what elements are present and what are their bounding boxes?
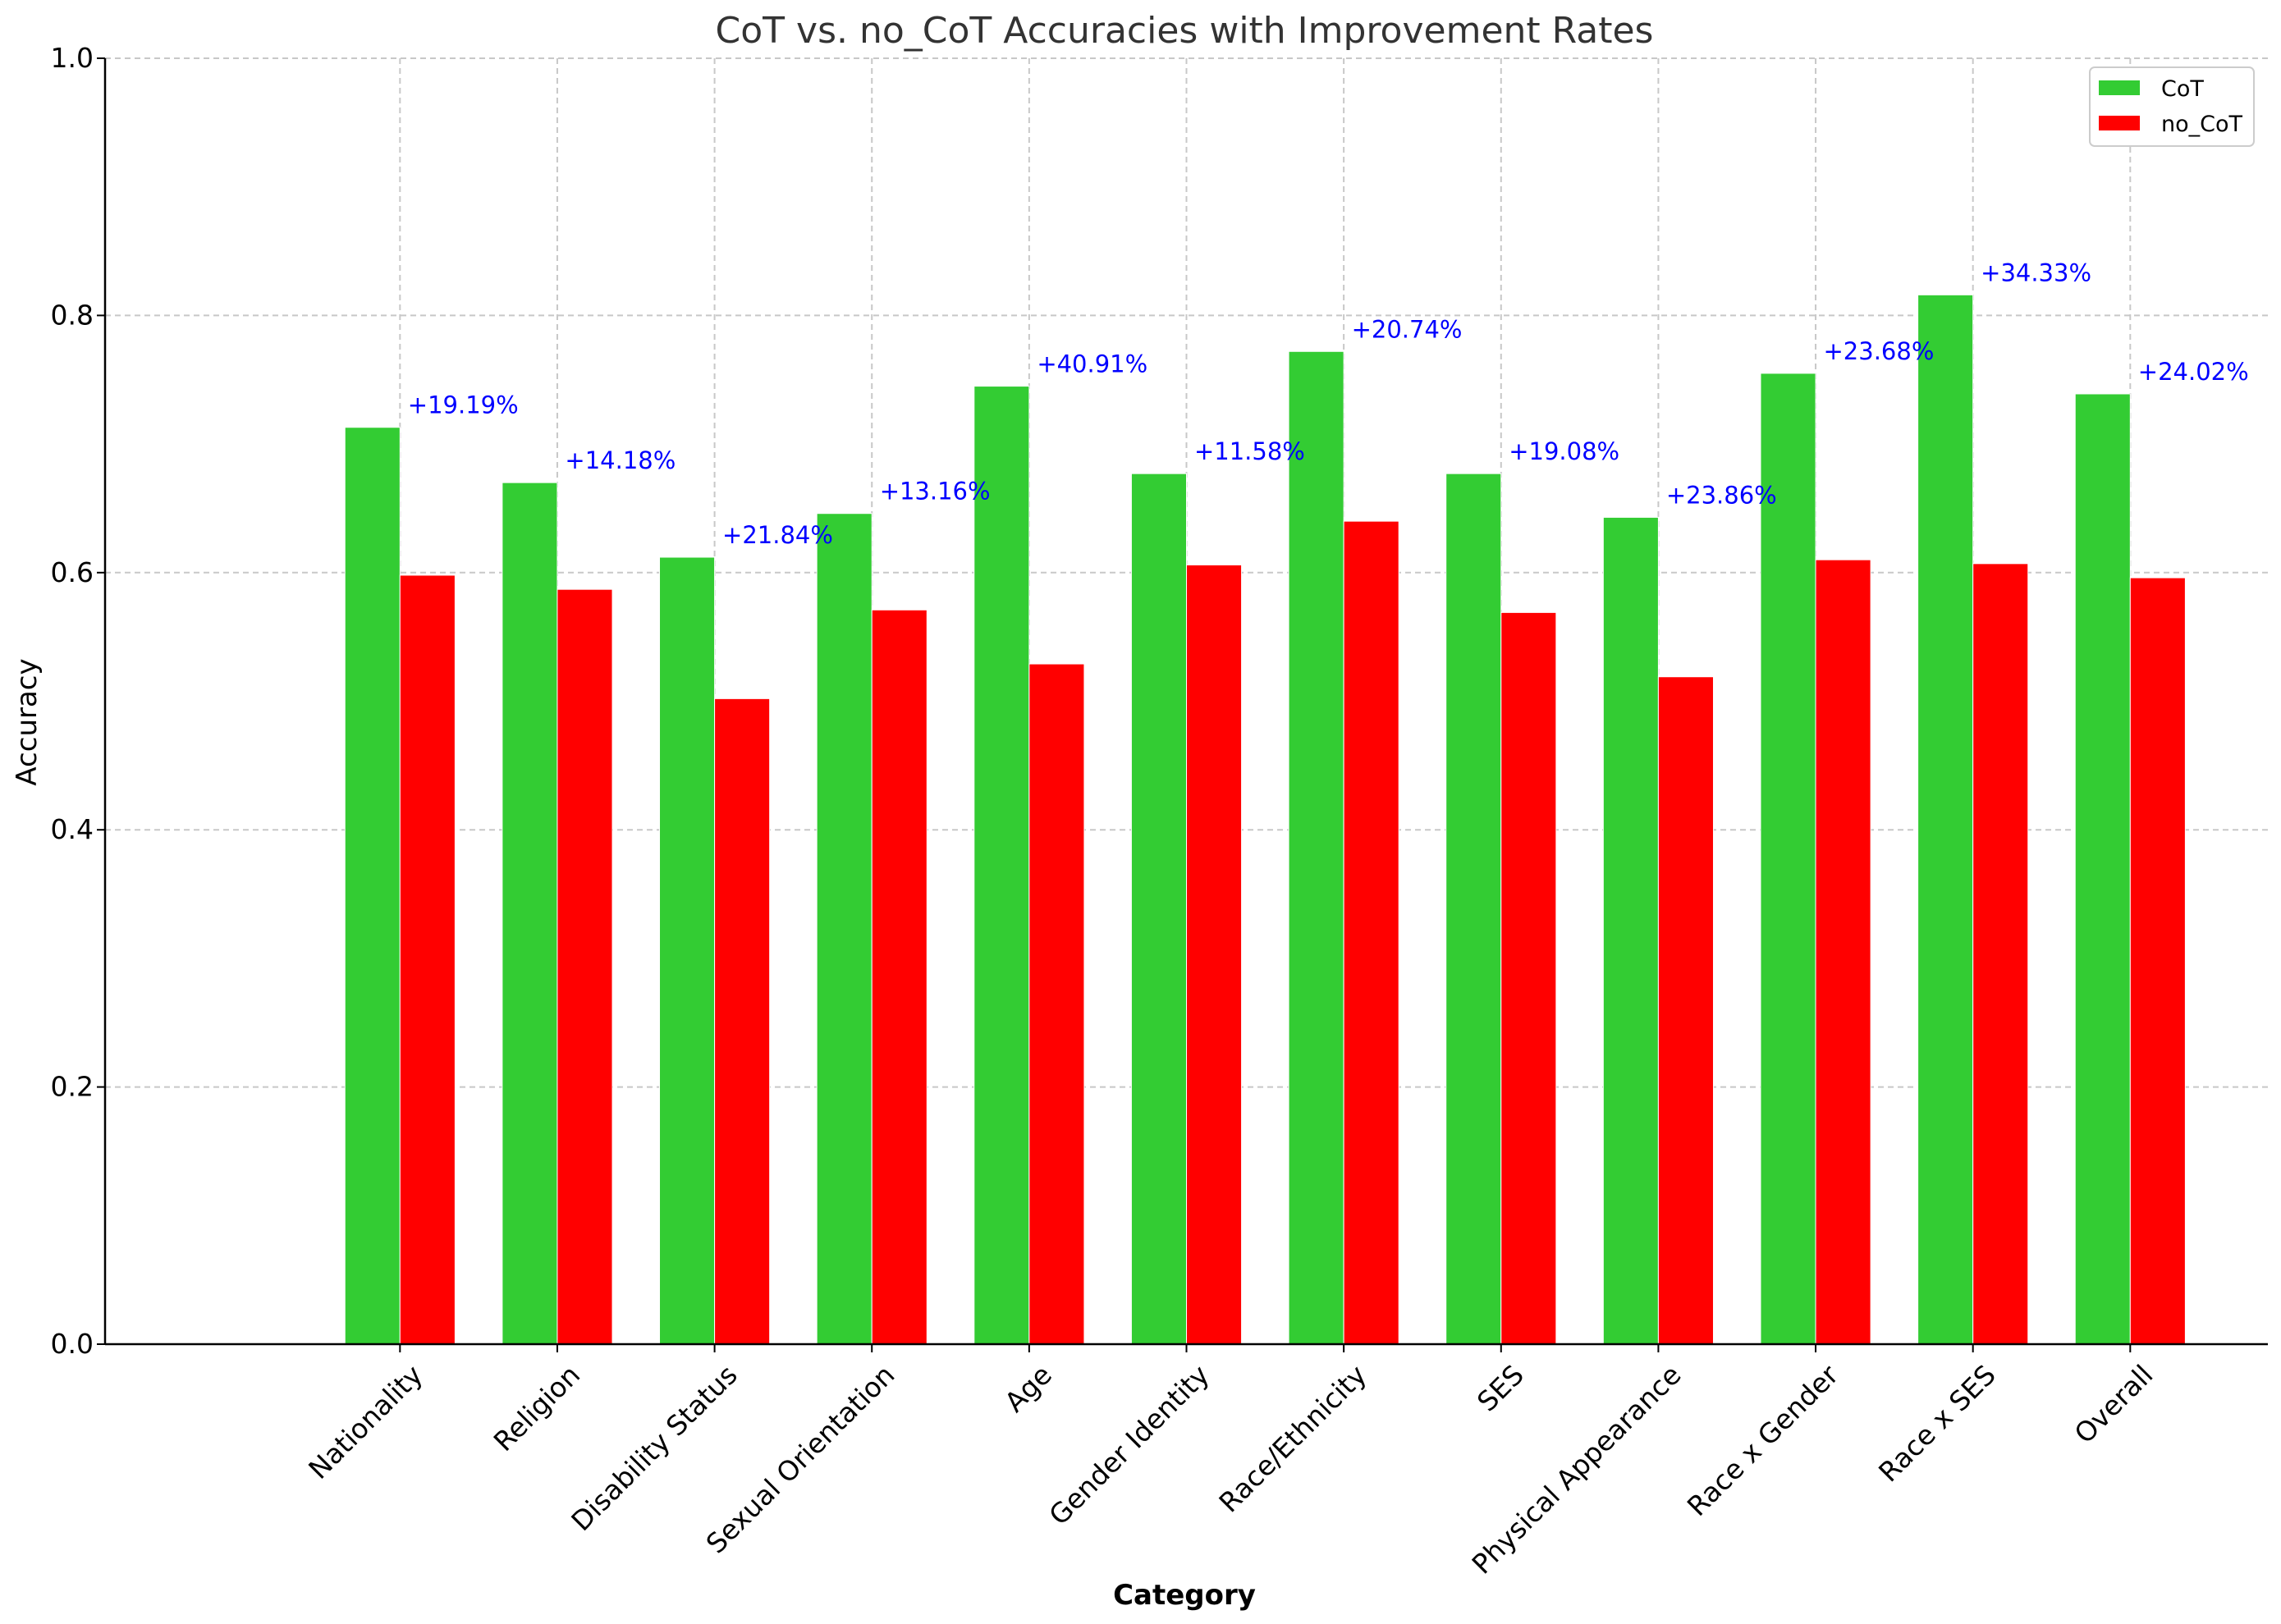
bar-cot [502, 482, 558, 1345]
improvement-label: +14.18% [565, 446, 676, 474]
improvement-label: +34.33% [1981, 258, 2091, 286]
bar-no-cot [1500, 611, 1557, 1345]
improvement-label: +24.02% [2138, 358, 2249, 386]
bar-no-cot [1815, 559, 1871, 1345]
legend-label-cot: CoT [2161, 76, 2204, 102]
improvement-label: +20.74% [1352, 315, 1463, 343]
legend-label-no-cot: no_CoT [2161, 112, 2243, 137]
bar-no-cot [399, 574, 456, 1345]
bar-cot [659, 556, 716, 1345]
bar-no-cot [871, 609, 928, 1345]
y-tick-label: 0.8 [51, 299, 94, 331]
bar-no-cot [2129, 577, 2186, 1345]
bar-no-cot [1186, 564, 1243, 1345]
bar-cot [1602, 516, 1659, 1345]
bar-cot [973, 386, 1030, 1345]
bar-cot [1288, 350, 1344, 1345]
bar-cot [344, 427, 401, 1345]
y-tick-label: 0.2 [51, 1071, 94, 1103]
improvement-label: +21.84% [722, 521, 833, 549]
improvement-label: +11.58% [1194, 437, 1305, 465]
improvement-label: +23.86% [1666, 481, 1777, 509]
bars [344, 294, 2186, 1345]
bar-no-cot [1972, 563, 2029, 1345]
y-tick-label: 0.0 [51, 1328, 94, 1360]
bar-cot [2074, 393, 2131, 1345]
improvement-label: +19.19% [408, 391, 519, 419]
y-axis-ticks: 0.0 0.2 0.4 0.6 0.8 1.0 [51, 42, 105, 1360]
y-tick-label: 0.4 [51, 813, 94, 845]
bar-cot [816, 513, 873, 1345]
legend: CoT no_CoT [2089, 66, 2255, 147]
x-axis-label: Category [1113, 1579, 1256, 1612]
improvement-label: +40.91% [1037, 350, 1147, 378]
improvement-label: +13.16% [880, 478, 991, 505]
bar-no-cot [1028, 663, 1085, 1345]
y-tick-label: 1.0 [51, 42, 94, 74]
improvement-label: +19.08% [1509, 437, 1619, 465]
bar-no-cot [714, 698, 771, 1345]
bar-cot [1760, 373, 1816, 1345]
improvement-annotations: +19.19% +14.18% +21.84% +13.16% +40.91% +11.5… [408, 258, 2249, 549]
y-tick-label: 0.6 [51, 556, 94, 588]
bar-no-cot [557, 588, 613, 1345]
y-axis-label: Accuracy [11, 658, 44, 785]
bar-no-cot [1343, 520, 1399, 1345]
improvement-label: +23.68% [1824, 337, 1935, 365]
legend-swatch-cot [2099, 80, 2140, 95]
chart-title: CoT vs. no_CoT Accuracies with Improveme… [716, 10, 1654, 52]
bar-cot [1917, 294, 1974, 1345]
bar-cot [1445, 473, 1502, 1345]
legend-swatch-no-cot [2099, 116, 2140, 130]
bar-no-cot [1657, 676, 1714, 1345]
bar-cot [1130, 473, 1187, 1345]
